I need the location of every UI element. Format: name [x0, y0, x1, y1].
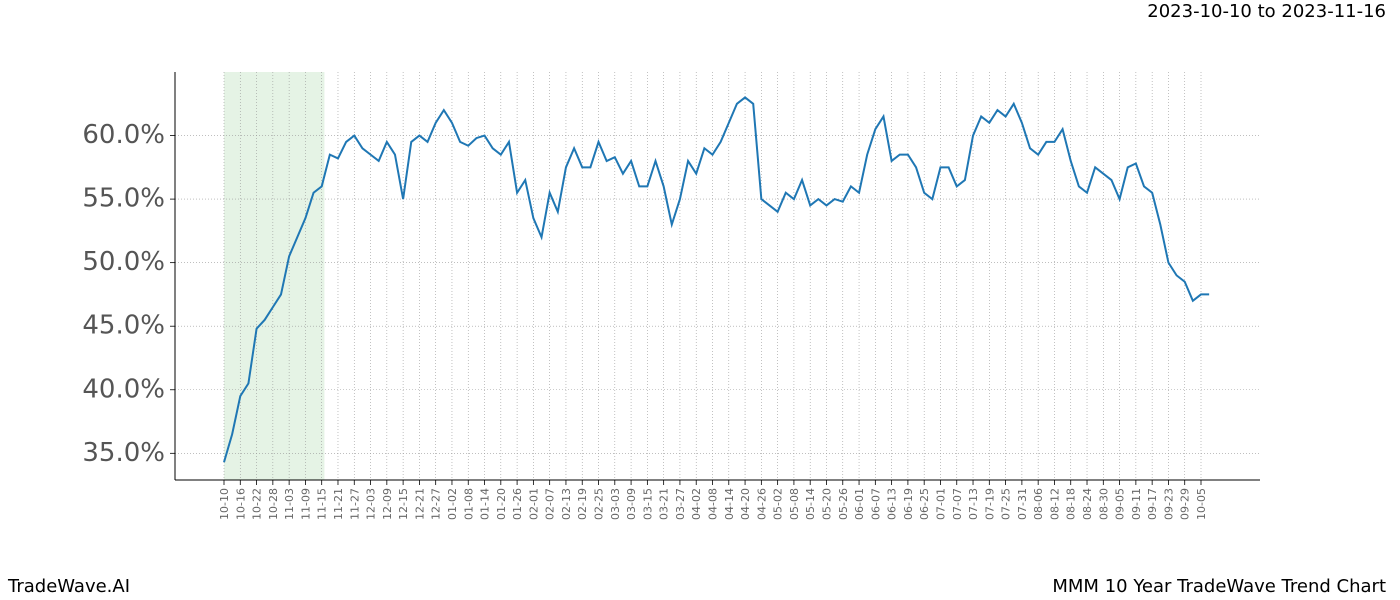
x-tick-label: 01-14 [479, 488, 492, 520]
x-tick-label: 08-24 [1081, 488, 1094, 520]
x-tick-label: 03-09 [625, 488, 638, 520]
x-tick-label: 03-21 [658, 488, 671, 520]
data-line [223, 96, 1210, 463]
x-tick-label: 07-01 [934, 488, 947, 520]
x-tick-label: 07-07 [951, 488, 964, 520]
x-tick-label: 05-08 [788, 488, 801, 520]
x-tick-label: 10-10 [218, 488, 231, 520]
highlight-span [224, 72, 325, 480]
x-tick-label: 07-25 [1000, 488, 1013, 520]
x-tick-label: 12-27 [430, 488, 443, 520]
chart-subtitle: 2023-10-10 to 2023-11-16 [1147, 1, 1386, 22]
y-tick-label: 60.0% [82, 120, 165, 150]
x-tick-label: 06-19 [902, 488, 915, 520]
x-tick-label: 04-14 [723, 488, 736, 520]
x-tick-label: 09-11 [1130, 488, 1143, 520]
y-tick-label: 35.0% [82, 438, 165, 468]
x-tick-label: 08-30 [1097, 488, 1110, 520]
x-tick-label: 04-26 [755, 488, 768, 520]
x-tick-label: 10-28 [267, 488, 280, 520]
x-tick-label: 02-19 [576, 488, 589, 520]
y-tick-label: 50.0% [82, 247, 165, 277]
brand: TradeWave.AI [7, 576, 130, 597]
x-tick-label: 08-06 [1032, 488, 1045, 520]
x-tick-label: 06-07 [869, 488, 882, 520]
x-tick-label: 11-09 [299, 488, 312, 520]
x-tick-label: 11-27 [348, 488, 361, 520]
x-tick-label: 07-31 [1016, 488, 1029, 520]
x-tick-label: 05-02 [772, 488, 785, 520]
x-tick-label: 02-07 [544, 488, 557, 520]
x-tick-label: 11-03 [283, 488, 296, 520]
x-tick-label: 01-08 [462, 488, 475, 520]
x-tick-label: 01-26 [511, 488, 524, 520]
x-tick-label: 04-20 [739, 488, 752, 520]
x-tick-label: 07-19 [983, 488, 996, 520]
x-tick-label: 05-20 [820, 488, 833, 520]
x-tick-label: 06-13 [886, 488, 899, 520]
x-tick-label: 06-01 [853, 488, 866, 520]
x-tick-label: 03-27 [674, 488, 687, 520]
x-tick-label: 11-15 [316, 488, 329, 520]
x-tick-label: 12-21 [413, 488, 426, 520]
x-tick-label: 11-21 [332, 488, 345, 520]
y-tick-label: 55.0% [82, 184, 165, 214]
x-tick-label: 06-25 [918, 488, 931, 520]
y-tick-label: 40.0% [82, 374, 165, 404]
x-tick-label: 09-23 [1162, 488, 1175, 520]
x-tick-label: 10-22 [251, 488, 264, 520]
x-tick-label: 05-14 [804, 488, 817, 520]
x-tick-label: 07-13 [967, 488, 980, 520]
x-tick-label: 12-15 [397, 488, 410, 520]
x-tick-label: 09-05 [1114, 488, 1127, 520]
x-tick-label: 08-12 [1048, 488, 1061, 520]
x-tick-label: 02-01 [527, 488, 540, 520]
y-tick-label: 45.0% [82, 311, 165, 341]
x-tick-label: 10-16 [234, 488, 247, 520]
x-tick-label: 09-29 [1179, 488, 1192, 520]
x-tick-label: 12-09 [381, 488, 394, 520]
x-tick-label: 01-02 [446, 488, 459, 520]
x-tick-label: 12-03 [365, 488, 378, 520]
x-tick-label: 05-26 [837, 488, 850, 520]
x-tick-label: 09-17 [1146, 488, 1159, 520]
chart-title: MMM 10 Year TradeWave Trend Chart [1052, 576, 1386, 597]
x-tick-label: 01-20 [495, 488, 508, 520]
x-tick-label: 03-15 [641, 488, 654, 520]
x-tick-label: 03-03 [609, 488, 622, 520]
x-tick-label: 08-18 [1065, 488, 1078, 520]
x-tick-label: 02-13 [560, 488, 573, 520]
x-tick-label: 10-05 [1195, 488, 1208, 520]
x-tick-label: 04-02 [690, 488, 703, 520]
x-tick-label: 04-08 [707, 488, 720, 520]
x-tick-label: 02-25 [593, 488, 606, 520]
